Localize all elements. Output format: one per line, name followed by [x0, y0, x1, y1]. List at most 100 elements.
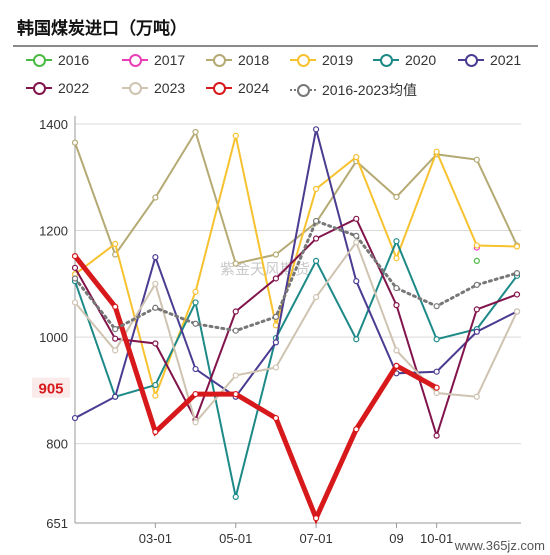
legend-item-2017[interactable]: 2017	[122, 52, 185, 68]
data-point-2023	[71, 299, 79, 306]
data-point-2019	[353, 153, 360, 161]
data-point-2022	[152, 340, 159, 347]
data-point-2022	[473, 306, 480, 313]
legend-swatch	[373, 53, 399, 67]
data-point-2016-2023	[152, 304, 159, 311]
data-point-2021	[473, 328, 480, 335]
legend-item-2022[interactable]: 2022	[26, 80, 89, 96]
y-tick-label: 1200	[39, 224, 68, 239]
last-value-label: 905	[38, 381, 63, 398]
data-point-2018	[272, 251, 280, 258]
chart-title: 韩国煤炭进口（万吨）	[17, 19, 187, 39]
data-point-2016-2023	[112, 325, 119, 333]
legend-swatch	[290, 53, 316, 67]
data-point-2018	[152, 194, 159, 201]
data-point-2024	[112, 303, 119, 310]
data-point-2020	[393, 238, 400, 245]
legend-label: 2016	[58, 52, 90, 68]
legend-item-2021[interactable]: 2021	[458, 52, 521, 68]
legend-item-2020[interactable]: 2020	[373, 52, 436, 68]
data-point-2022	[513, 291, 521, 298]
data-point-2021	[433, 368, 440, 375]
data-point-2023	[393, 347, 400, 354]
x-tick-label: 09	[389, 531, 403, 546]
data-point-2023	[192, 419, 199, 426]
data-point-2023	[473, 393, 480, 400]
legend-label: 2023	[154, 80, 186, 96]
data-point-2021	[112, 393, 119, 400]
series-line-2023	[74, 240, 518, 425]
legend-swatch	[206, 53, 232, 67]
legend-swatch	[122, 81, 148, 95]
legend-swatch	[290, 83, 316, 97]
x-tick-label: 10-01	[420, 531, 453, 546]
data-point-2016-2023	[232, 327, 239, 334]
legend-swatch	[458, 53, 484, 67]
data-point-2021	[192, 365, 199, 373]
data-point-2016-2023	[272, 313, 280, 320]
data-point-2022	[272, 275, 280, 282]
data-point-2019	[513, 243, 521, 250]
data-point-2021	[272, 339, 280, 346]
x-tick-label: 05-01	[219, 531, 252, 546]
data-point-2022	[433, 432, 440, 439]
legend-swatch	[26, 81, 52, 95]
legend-label: 2022	[58, 80, 90, 96]
data-point-2016-2023	[393, 284, 400, 292]
legend-item-2024[interactable]: 2024	[206, 80, 269, 96]
data-point-2023	[353, 239, 360, 246]
data-point-2021	[312, 126, 320, 133]
data-point-2019	[112, 240, 119, 247]
data-point-2021	[353, 278, 360, 285]
data-point-2023	[152, 280, 159, 287]
data-point-2023	[433, 389, 440, 397]
data-point-2016-2023	[473, 281, 480, 288]
legend-label: 2019	[322, 52, 354, 68]
x-tick-label: 07-01	[299, 531, 332, 546]
legend-label: 2016-2023均值	[322, 82, 417, 98]
data-point-2024	[152, 428, 159, 436]
data-point-2016-2023	[353, 232, 360, 239]
y-tick-label: 1000	[39, 330, 68, 345]
data-point-2024	[71, 253, 79, 260]
series-line-2021	[74, 129, 518, 419]
data-point-2024	[272, 414, 280, 422]
data-point-2021	[71, 414, 79, 422]
data-point-2020	[232, 493, 239, 500]
y-tick-label: 800	[46, 437, 68, 452]
x-tick-label: 03-01	[139, 531, 172, 546]
legend-item-2019[interactable]: 2019	[290, 52, 353, 68]
data-point-2020	[192, 299, 199, 306]
data-point-2019	[393, 255, 400, 262]
data-point-2022	[232, 308, 239, 315]
series-line-2020	[74, 238, 518, 498]
data-point-2016-2023	[433, 303, 440, 310]
legend-item-2018[interactable]: 2018	[206, 52, 269, 68]
legend-swatch	[122, 53, 148, 67]
legend-label: 2017	[154, 52, 186, 68]
data-point-2018	[232, 260, 239, 267]
legend-label: 2021	[490, 52, 522, 68]
y-tick-label: 1400	[39, 117, 68, 132]
data-point-2016-2023	[71, 275, 79, 282]
legend-item-2016[interactable]: 2016	[26, 52, 89, 68]
data-point-2023	[112, 347, 119, 354]
legend-label: 2018	[238, 52, 270, 68]
data-point-2019	[272, 322, 280, 329]
data-point-2023	[272, 364, 280, 371]
data-point-2022	[112, 335, 119, 342]
data-point-2018	[393, 193, 400, 201]
data-point-2024	[312, 515, 320, 522]
data-point-2023	[513, 308, 521, 315]
data-point-2018	[192, 128, 199, 136]
data-point-2019	[433, 148, 440, 155]
data-point-2022	[312, 235, 320, 242]
legend-item-2016-2023[interactable]: 2016-2023均值	[290, 80, 417, 100]
data-point-2016-2023	[192, 320, 199, 327]
data-point-2024	[393, 362, 400, 369]
legend-item-2023[interactable]: 2023	[122, 80, 185, 96]
data-point-2020	[353, 336, 360, 343]
series-line-2022	[74, 217, 518, 439]
data-point-2024	[232, 390, 239, 398]
data-point-2019	[192, 288, 199, 295]
